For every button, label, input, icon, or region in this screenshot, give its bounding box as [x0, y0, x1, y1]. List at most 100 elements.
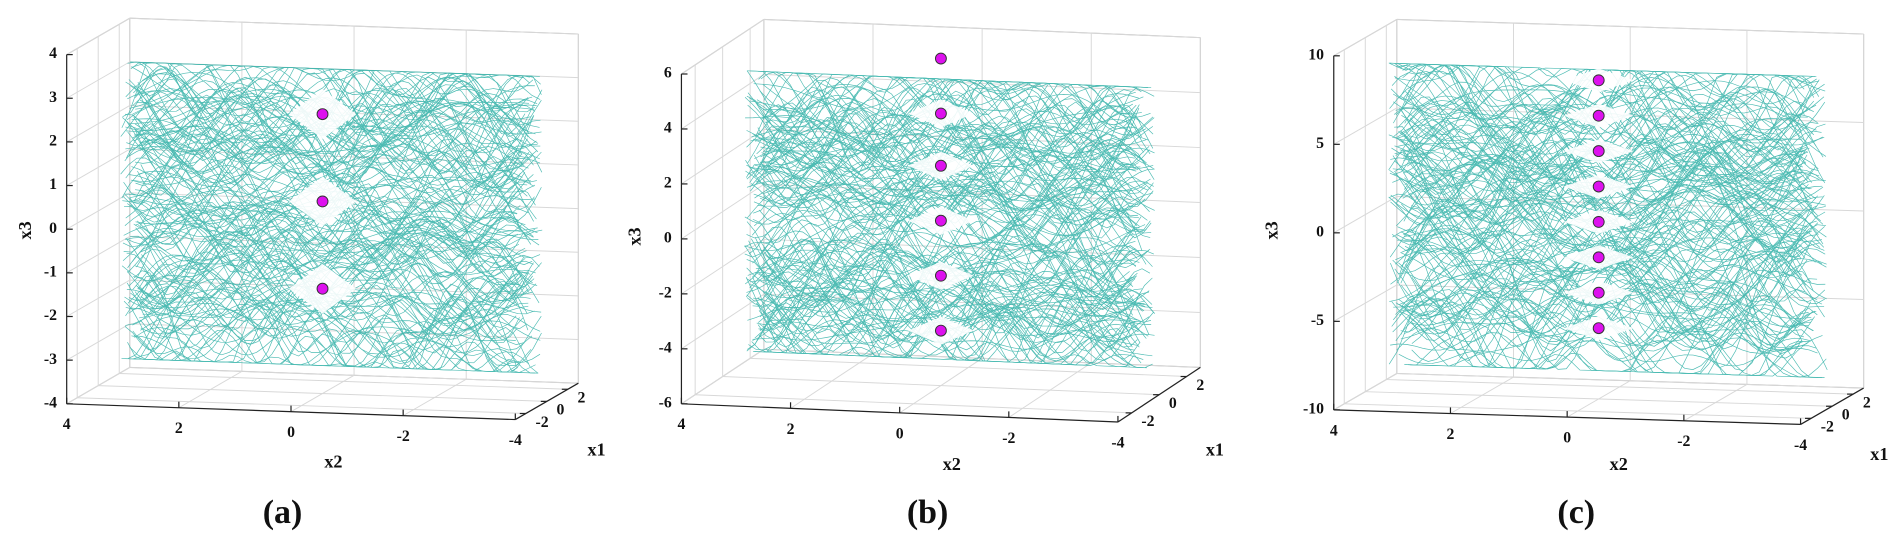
grid-line [695, 394, 1132, 414]
grid-line [1386, 379, 1854, 395]
z-tick-label: 3 [49, 89, 57, 106]
z-tick-label: -3 [44, 351, 57, 368]
trajectory [761, 164, 1138, 227]
x-tick-label: -4 [1794, 437, 1807, 454]
trajectory [752, 254, 1141, 363]
z-axis-label: x3 [15, 221, 35, 239]
x-tick-label: -2 [1677, 433, 1690, 450]
equilibrium-point [316, 282, 329, 295]
y-tick-label: 0 [1169, 395, 1177, 412]
trajectory [756, 269, 1135, 325]
y-tick-label: 2 [1863, 394, 1871, 411]
trajectory [132, 250, 542, 371]
trajectory [1400, 238, 1814, 335]
trajectory [134, 92, 523, 190]
y-tick-label: 2 [578, 390, 586, 407]
trajectory [139, 98, 529, 161]
trajectory [125, 88, 539, 153]
equilibrium-point [1592, 145, 1605, 158]
y-axis-label: x1 [587, 439, 605, 459]
trajectory [752, 306, 1153, 357]
trajectory [130, 235, 533, 317]
trajectory [747, 75, 1149, 151]
trajectory [757, 290, 1141, 352]
trajectory [132, 118, 528, 186]
z-tick-label: 10 [1308, 46, 1324, 63]
z-tick-label: 0 [1316, 223, 1324, 240]
equilibrium-point [934, 107, 947, 120]
x-tick-label: 0 [1563, 430, 1571, 447]
grid-line [129, 148, 579, 166]
trajectory [137, 201, 540, 318]
trajectory [136, 203, 542, 343]
equilibrium-point [934, 159, 947, 172]
trajectory [140, 160, 537, 246]
grid-line [129, 17, 579, 35]
z-tick-label: 1 [49, 176, 57, 193]
trajectory [756, 99, 1155, 148]
z-tick-label: 2 [664, 175, 672, 192]
trajectory [1403, 205, 1826, 320]
z-tick-label: -1 [44, 263, 57, 280]
trajectory [764, 197, 1142, 293]
trajectory [1393, 63, 1807, 180]
trajectory [135, 131, 530, 189]
grid-line [1396, 195, 1864, 212]
trajectory [138, 138, 541, 187]
trajectory [1409, 96, 1824, 179]
trajectory [753, 140, 1155, 223]
trajectory [139, 264, 540, 326]
trajectory [1409, 139, 1809, 260]
trajectory [755, 180, 1155, 211]
trajectory [1401, 127, 1803, 241]
trajectory [747, 271, 1150, 361]
trajectory [139, 209, 526, 291]
x-tick-label: -4 [509, 432, 522, 449]
equilibrium-point [1592, 286, 1605, 299]
trajectory [760, 116, 1131, 196]
trajectory [1398, 330, 1818, 364]
x-tick-label: -4 [1111, 434, 1124, 451]
trajectory [130, 200, 523, 304]
trajectory [764, 269, 1153, 320]
grid-line [98, 385, 547, 402]
trajectory [126, 97, 535, 184]
trajectory [764, 137, 1147, 208]
trajectory [755, 176, 1136, 278]
equilibrium-point [934, 52, 947, 65]
grid-line [722, 376, 1160, 396]
y-tick-label: -2 [1141, 413, 1154, 430]
trajectory [758, 113, 1147, 224]
trajectory [1394, 268, 1812, 351]
trajectory [1403, 125, 1806, 206]
trajectory [765, 98, 1135, 176]
trajectory [754, 128, 1154, 170]
trajectory [1405, 119, 1811, 200]
grid-line [129, 366, 579, 384]
grid-line [763, 293, 1201, 313]
trajectory [130, 201, 540, 265]
trajectory [1404, 259, 1814, 328]
trajectory [1409, 126, 1809, 208]
equilibrium-point [934, 214, 947, 227]
z-tick-label: 4 [49, 45, 57, 62]
trajectory [753, 77, 1136, 125]
trajectory [751, 210, 1130, 338]
y-tick-label: 0 [1842, 407, 1850, 424]
trajectory [746, 204, 1132, 300]
z-tick-label: -5 [1311, 312, 1324, 329]
panel-label: (a) [263, 494, 303, 531]
panel-label: (c) [1557, 494, 1595, 531]
x-tick-label: 0 [287, 424, 295, 441]
equilibrium-point [1592, 215, 1605, 228]
trajectory [764, 242, 1143, 347]
x-tick-label: 2 [1447, 426, 1455, 443]
trajectory [752, 191, 1155, 319]
trajectory [1392, 231, 1802, 369]
trajectory [138, 259, 533, 345]
trajectory [126, 237, 529, 290]
trajectory [757, 80, 1133, 183]
trajectory [1405, 236, 1825, 335]
trajectory [135, 72, 542, 189]
z-tick-label: -10 [1303, 400, 1324, 417]
